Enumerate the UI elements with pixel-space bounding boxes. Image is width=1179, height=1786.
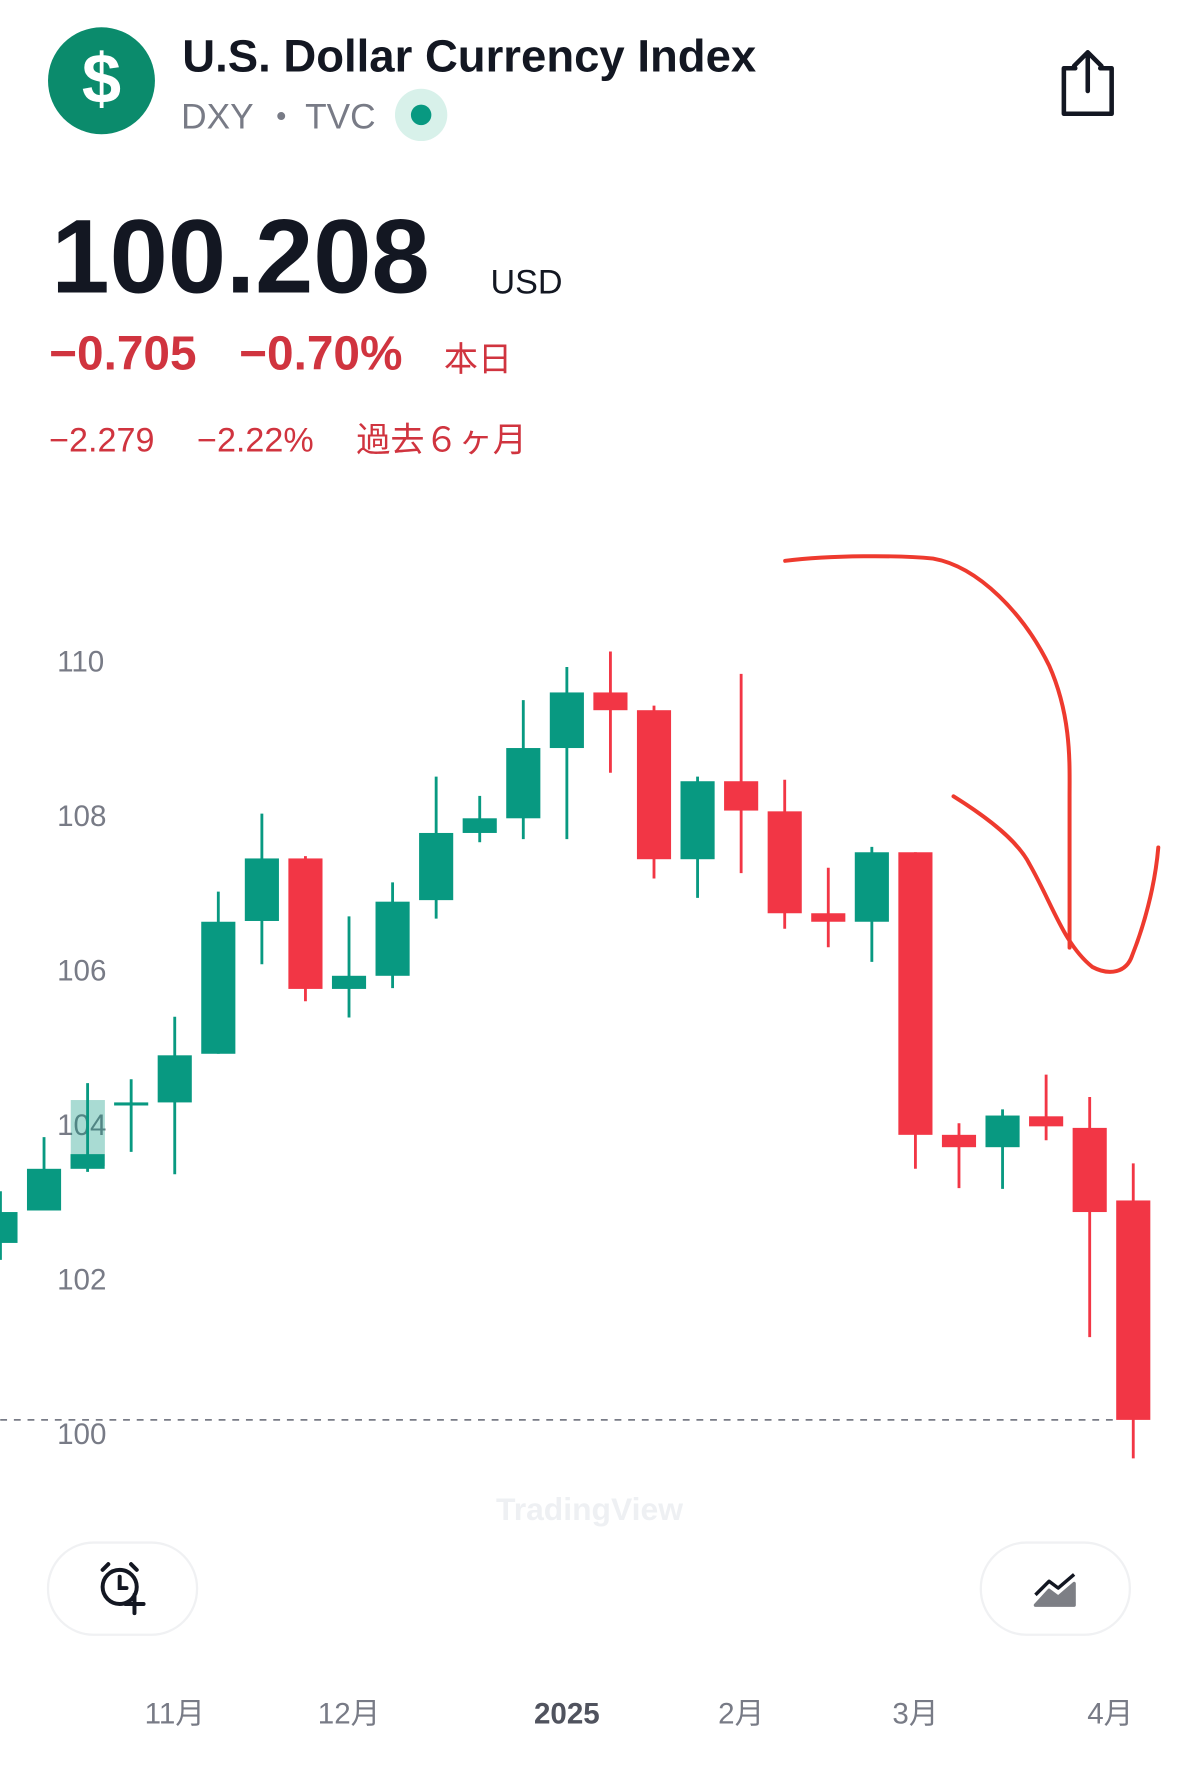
x-tick-label: 2月 [718, 1697, 764, 1730]
day-label: 本日 [444, 341, 512, 379]
symbol: DXY [181, 98, 253, 137]
candle-body [593, 692, 628, 711]
candle-body [114, 1102, 149, 1106]
price: 100.208 [51, 198, 429, 315]
change-day: −0.705 [49, 328, 196, 381]
change-period: −2.279 [49, 422, 154, 460]
candle-body [331, 975, 367, 989]
y-tick-label: 100 [57, 1418, 106, 1451]
button-frame [979, 1541, 1131, 1636]
candle-body [724, 781, 759, 811]
chart: 100 102 104 106 108 110 11月 12月 2025 2月 3月 4月 [0, 646, 1151, 1730]
share-arrow [1071, 50, 1104, 94]
candle-body [811, 913, 846, 922]
change-day-pct: −0.70% [239, 328, 402, 381]
crosshair-highlight [70, 1100, 105, 1167]
share-box [1061, 65, 1114, 117]
y-tick-label: 104 [57, 1109, 106, 1142]
candle-body [244, 858, 279, 921]
candle-body [549, 692, 584, 749]
annotation-stroke [783, 554, 1072, 950]
candle-body [1116, 1200, 1151, 1420]
alert-button[interactable] [46, 1541, 199, 1636]
candle-body [636, 710, 672, 860]
candle-body [1072, 1127, 1107, 1213]
candle-body [985, 1115, 1020, 1148]
candle-body [462, 818, 497, 833]
chart-style-icon [1033, 1573, 1076, 1607]
change-period-pct: −2.22% [197, 422, 314, 460]
candle-body [898, 852, 933, 1135]
symbol-icon-glyph: $ [82, 39, 121, 118]
candle-body [767, 811, 802, 914]
candle-body [288, 858, 323, 989]
market-status-dot [410, 104, 432, 126]
candle-body [70, 1154, 105, 1169]
candle-body [680, 781, 715, 860]
candle-body [157, 1055, 192, 1103]
x-tick-label: 2025 [534, 1697, 600, 1730]
x-tick-label: 12月 [318, 1697, 380, 1730]
x-tick-label: 3月 [892, 1697, 938, 1730]
x-tick-label: 11月 [145, 1697, 205, 1730]
candle-body [201, 921, 236, 1054]
candle-body [375, 901, 410, 976]
share-button[interactable] [1061, 50, 1114, 117]
y-tick-label: 106 [57, 955, 106, 988]
chart-style-button[interactable] [979, 1541, 1131, 1636]
candle-body [26, 1168, 62, 1211]
x-tick-label: 4月 [1087, 1697, 1133, 1730]
watermark: TradingView [496, 1491, 683, 1527]
symbol-icon [48, 27, 155, 135]
alert-icon [100, 1562, 146, 1616]
candle-body [941, 1134, 977, 1148]
candle-body [854, 852, 889, 922]
annotation-stroke [951, 794, 1161, 974]
title: U.S. Dollar Currency Index [182, 31, 756, 82]
candle-body [419, 832, 454, 901]
y-tick-label: 110 [57, 646, 104, 679]
period-label: 過去６ヶ月 [356, 422, 527, 460]
candle-body [0, 1212, 18, 1243]
candle-body [506, 748, 541, 819]
currency: USD [491, 263, 563, 301]
y-tick-label: 102 [57, 1263, 106, 1296]
separator [277, 112, 286, 121]
candle-body [1029, 1116, 1064, 1127]
exchange: TVC [305, 98, 376, 137]
y-tick-label: 108 [57, 800, 106, 833]
